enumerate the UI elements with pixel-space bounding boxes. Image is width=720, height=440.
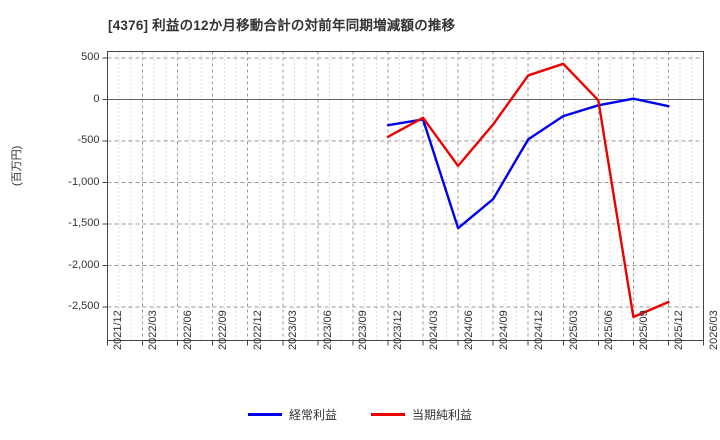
x-tick-label: 2024/03 [427, 309, 440, 350]
series-line-0 [386, 97, 670, 230]
x-tick-label: 2025/06 [602, 309, 615, 350]
x-tick-label: 2023/03 [287, 309, 300, 350]
x-tick-label: 2022/09 [217, 309, 230, 350]
legend-color-swatch [371, 413, 405, 416]
x-tick-label: 2022/12 [252, 309, 265, 350]
legend-label: 経常利益 [288, 408, 337, 422]
x-tick-label: 2023/12 [392, 309, 405, 350]
series-line-1 [386, 62, 670, 319]
x-tick-label: 2026/03 [708, 309, 720, 350]
x-tick-label: 2023/06 [322, 309, 335, 350]
y-tick-label: 0 [93, 92, 100, 105]
y-tick-label: -2,000 [68, 258, 100, 271]
y-axis-label: (百万円) [11, 145, 23, 186]
x-tick-label: 2024/09 [497, 309, 510, 350]
y-tick-label: -1,000 [68, 175, 100, 188]
y-tick-label: 500 [81, 51, 100, 63]
chart-title: [4376] 利益の12か月移動合計の対前年同期増減額の推移 [108, 18, 456, 33]
x-tick-label: 2025/12 [672, 309, 685, 350]
x-tick-label: 2024/12 [532, 309, 545, 350]
y-tick-label: -2,500 [68, 300, 100, 312]
x-tick-label: 2021/12 [112, 309, 124, 350]
x-tick-label: 2024/06 [462, 309, 475, 350]
legend-color-swatch [247, 413, 282, 416]
chart-legend: 経常利益 当期純利益 [0, 406, 720, 423]
x-tick-label: 2023/09 [357, 309, 370, 350]
x-tick-label: 2022/06 [182, 309, 195, 350]
legend-item[interactable]: 経常利益 [247, 406, 337, 423]
x-tick-label: 2025/03 [567, 309, 580, 350]
legend-item[interactable]: 当期純利益 [371, 406, 472, 423]
legend-label: 当期純利益 [412, 408, 473, 422]
x-tick-label: 2025/09 [637, 309, 650, 350]
y-tick-label: -500 [77, 134, 100, 146]
x-tick-label: 2022/03 [147, 309, 160, 350]
y-tick-label: -1,500 [68, 217, 100, 229]
